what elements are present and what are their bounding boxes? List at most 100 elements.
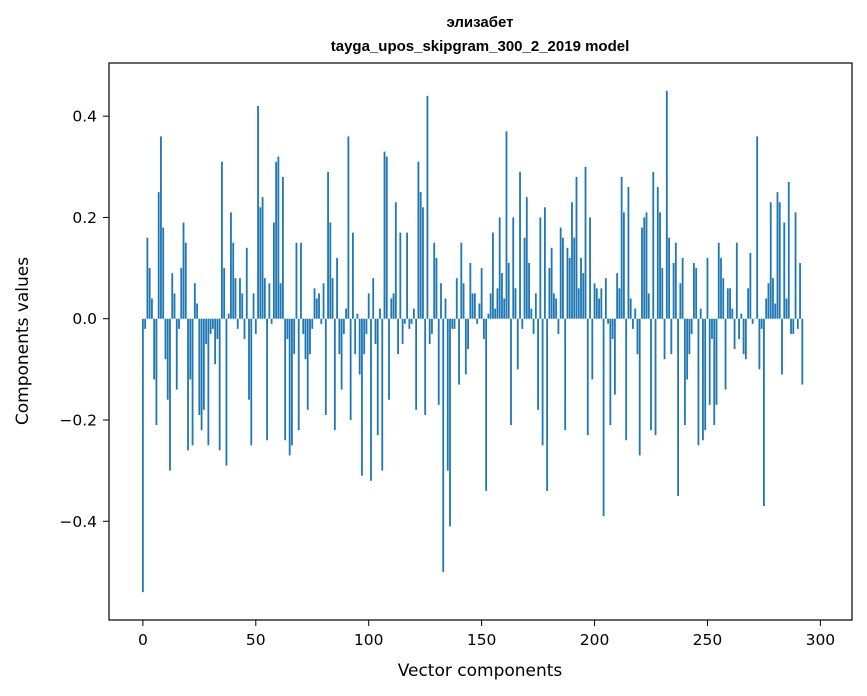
bar-component-134: [444, 298, 447, 319]
bar-component-240: [683, 318, 686, 426]
bar-component-288: [792, 318, 795, 334]
bar-component-256: [720, 257, 722, 319]
bar-component-41: [234, 278, 237, 319]
bar-component-263: [735, 242, 738, 319]
bar-component-243: [690, 318, 693, 334]
bar-component-145: [469, 263, 472, 319]
bar-component-116: [403, 318, 406, 324]
bar-component-126: [426, 95, 429, 319]
bar-component-201: [595, 288, 598, 319]
bar-component-112: [394, 202, 397, 319]
bar-component-68: [295, 242, 298, 319]
bar-component-182: [552, 293, 555, 319]
bar-component-140: [458, 318, 460, 385]
bar-component-170: [525, 197, 528, 319]
bar-component-169: [523, 237, 526, 319]
bar-component-249: [704, 318, 707, 431]
bar-component-175: [537, 318, 539, 410]
bar-component-18: [182, 222, 185, 319]
bar-component-236: [674, 242, 677, 319]
bar-component-278: [769, 202, 772, 319]
bar-component-264: [738, 318, 740, 339]
bar-component-42: [236, 318, 239, 329]
bar-component-105: [379, 308, 381, 319]
bar-component-24: [196, 303, 198, 319]
y-tick-label: −0.4: [59, 513, 97, 531]
bar-component-152: [485, 318, 488, 491]
bar-component-234: [670, 318, 673, 355]
bar-component-104: [376, 318, 379, 436]
bar-component-269: [749, 252, 752, 319]
bar-component-167: [519, 171, 521, 319]
bar-component-62: [281, 176, 284, 319]
bar-component-245: [695, 268, 698, 319]
bar-component-13: [171, 273, 174, 319]
bar-component-206: [607, 318, 609, 324]
bar-component-91: [347, 136, 350, 319]
bar-component-107: [383, 151, 386, 319]
bar-component-287: [790, 318, 792, 334]
bar-component-103: [374, 318, 377, 345]
bar-component-260: [729, 288, 731, 319]
bar-component-241: [686, 318, 689, 380]
bar-component-160: [503, 298, 506, 319]
bar-component-70: [300, 242, 302, 319]
bar-component-247: [699, 308, 702, 319]
bar-component-181: [550, 247, 553, 319]
x-tick-label: 50: [246, 631, 266, 649]
bar-component-238: [679, 283, 682, 319]
bar-component-65: [288, 318, 291, 456]
y-axis: −0.4 −0.2 0.0 0.2 0.4: [59, 108, 109, 531]
bar-component-185: [559, 227, 562, 319]
bar-component-137: [451, 318, 454, 329]
bar-component-114: [399, 232, 402, 319]
bar-component-128: [431, 318, 433, 334]
bar-component-14: [173, 293, 176, 319]
bar-component-180: [548, 268, 551, 319]
bar-component-248: [702, 318, 704, 441]
x-tick-label: 200: [580, 631, 610, 649]
bar-component-47: [248, 318, 250, 400]
bar-component-214: [625, 318, 628, 441]
bar-component-203: [600, 288, 603, 319]
bar-component-115: [401, 318, 404, 345]
bar-component-74: [309, 318, 311, 355]
bar-component-29: [207, 318, 210, 446]
bar-component-262: [733, 318, 736, 350]
bar-component-237: [677, 318, 680, 496]
bar-component-204: [602, 318, 605, 517]
bar-component-193: [577, 288, 580, 319]
bar-component-94: [354, 318, 357, 355]
bar-component-46: [245, 247, 248, 319]
bar-component-199: [591, 318, 594, 380]
bar-component-77: [315, 298, 318, 319]
bar-component-148: [476, 318, 479, 324]
bar-component-292: [801, 318, 804, 385]
bar-component-211: [618, 288, 621, 319]
bar-component-208: [611, 318, 614, 339]
bar-component-149: [478, 303, 481, 319]
bar-component-43: [239, 278, 241, 319]
bar-component-177: [541, 318, 544, 446]
chart-subtitle: tayga_upos_skipgram_300_2_2019 model: [331, 38, 630, 55]
y-axis-label: Components values: [13, 257, 33, 425]
bar-component-136: [449, 318, 451, 527]
bar-component-127: [428, 318, 431, 345]
bar-component-75: [311, 318, 314, 329]
bar-component-48: [250, 318, 253, 446]
bar-component-35: [221, 161, 223, 319]
bar-component-230: [661, 268, 664, 319]
bar-component-254: [715, 318, 718, 405]
bar-component-172: [530, 308, 533, 319]
bar-component-100: [367, 293, 370, 319]
bar-component-34: [218, 318, 221, 451]
bar-component-52: [259, 207, 262, 319]
bar-component-73: [306, 318, 309, 410]
bar-component-20: [187, 318, 189, 451]
bar-component-90: [345, 308, 348, 319]
bar-component-218: [634, 308, 637, 319]
bar-component-200: [593, 283, 596, 319]
bar-component-28: [205, 318, 208, 345]
